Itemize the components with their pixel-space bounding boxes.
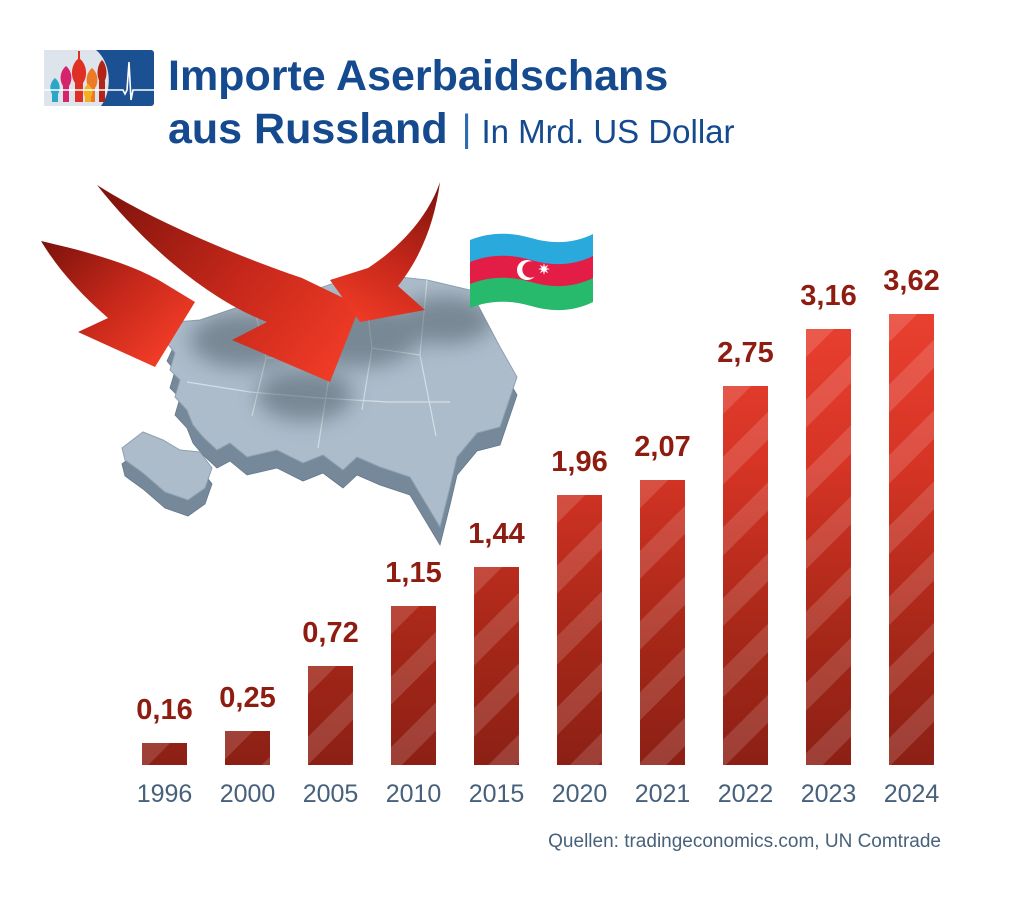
bar-group-2000: 0,25 2000	[206, 265, 289, 808]
bar-group-1996: 0,16 1996	[123, 265, 206, 808]
bar-group-2010: 1,15 2010	[372, 265, 455, 808]
bar-group-2015: 1,44 2015	[455, 265, 538, 808]
bar-group-2022: 2,75 2022	[704, 265, 787, 808]
logo-dark-panel	[92, 50, 154, 106]
title-line-2-text: aus Russland	[168, 105, 448, 153]
x-axis-label: 2015	[468, 780, 525, 808]
bar-value-label: 0,16	[136, 694, 193, 726]
bar-group-2020: 1,96 2020	[538, 265, 621, 808]
bar-group-2023: 3,16 2023	[787, 265, 870, 808]
title-line-1: Importe Aserbaidschans	[168, 52, 669, 100]
x-axis-label: 2023	[800, 780, 857, 808]
x-axis-label: 2024	[883, 780, 940, 808]
map-illustration	[41, 182, 593, 547]
bar-chart: 0,16 1996 0,25 2000 0,72 2005 1,15 2010 1,44 2015…	[123, 265, 953, 808]
bar	[640, 480, 685, 765]
bar	[474, 567, 519, 765]
bar	[308, 666, 353, 765]
bar	[142, 743, 187, 765]
bar	[889, 314, 934, 765]
bar-value-label: 0,72	[302, 617, 359, 649]
cathedral-pulse-logo	[44, 50, 154, 106]
x-axis-label: 2020	[551, 780, 608, 808]
title-separator: |	[461, 108, 472, 150]
import-arrows	[41, 182, 440, 382]
map-exclave	[121, 431, 213, 501]
x-axis-label: 2022	[717, 780, 774, 808]
x-axis-label: 2021	[634, 780, 691, 808]
azerbaijan-flag-icon	[470, 233, 593, 311]
arrow-right-icon	[330, 182, 440, 322]
x-axis-label: 2005	[302, 780, 359, 808]
source-note: Quellen: tradingeconomics.com, UN Comtra…	[548, 831, 941, 852]
bar-value-label: 0,25	[219, 682, 276, 714]
pulse-line-icon	[44, 61, 154, 101]
bar	[723, 386, 768, 765]
page-title: Importe Aserbaidschans aus Russland | In M…	[168, 50, 868, 158]
bar	[391, 606, 436, 765]
bar-group-2021: 2,07 2021	[621, 265, 704, 808]
title-subtitle: In Mrd. US Dollar	[481, 113, 735, 150]
x-axis-label: 2000	[219, 780, 276, 808]
arrow-left-icon	[41, 241, 195, 367]
bar-value-label: 3,62	[883, 265, 940, 297]
arrow-center-icon	[97, 185, 360, 382]
bar-value-label: 1,44	[468, 518, 525, 550]
bar-group-2005: 0,72 2005	[289, 265, 372, 808]
bar-value-label: 1,96	[551, 446, 608, 478]
bar-value-label: 2,75	[717, 337, 774, 369]
bar-value-label: 1,15	[385, 557, 442, 589]
bar-value-label: 2,07	[634, 431, 691, 463]
bar-value-label: 3,16	[800, 280, 857, 312]
x-axis-label: 2010	[385, 780, 442, 808]
bar	[806, 329, 851, 765]
title-line-2: aus Russland | In Mrd. US Dollar	[168, 103, 868, 158]
bar-group-2024: 3,62 2024	[870, 265, 953, 808]
bar	[557, 495, 602, 765]
bar	[225, 731, 270, 765]
x-axis-label: 1996	[136, 780, 193, 808]
